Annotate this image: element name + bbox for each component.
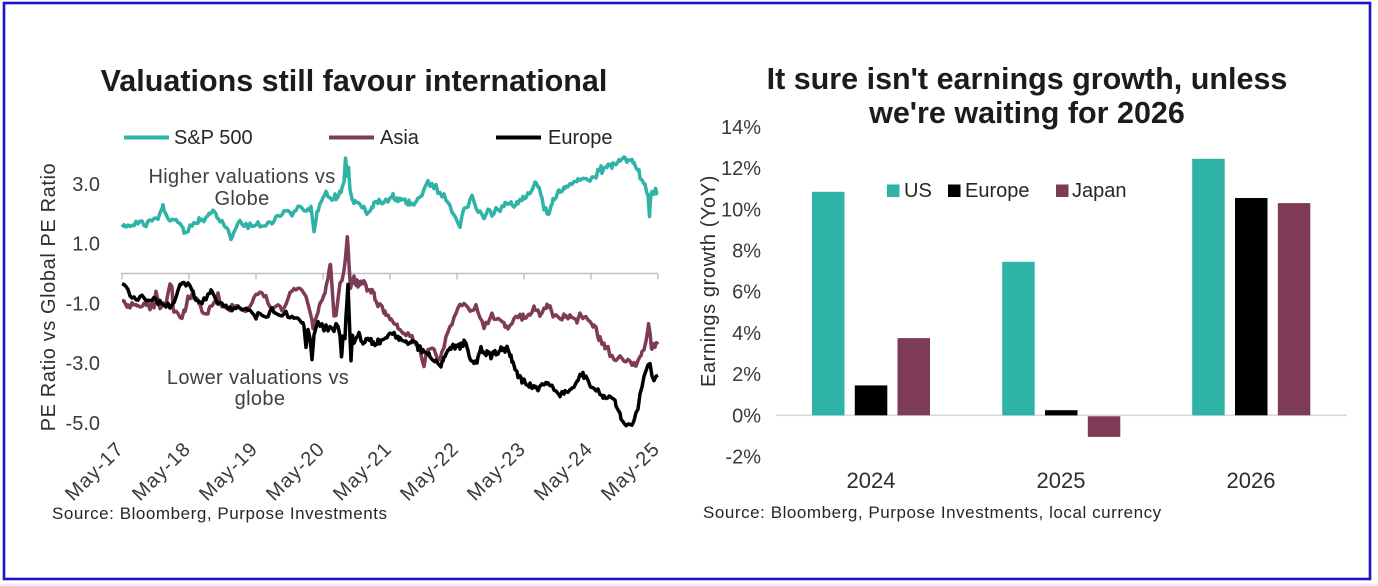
svg-text:2025: 2025 xyxy=(1037,468,1086,493)
svg-text:0%: 0% xyxy=(732,405,761,427)
svg-text:globe: globe xyxy=(235,388,286,410)
svg-text:2%: 2% xyxy=(732,364,761,386)
svg-text:4%: 4% xyxy=(732,323,761,345)
svg-text:US: US xyxy=(904,180,932,202)
svg-text:-5.0: -5.0 xyxy=(66,413,100,435)
svg-text:1.0: 1.0 xyxy=(72,234,100,256)
svg-text:-1.0: -1.0 xyxy=(66,293,100,315)
svg-text:Earnings growth (YoY): Earnings growth (YoY) xyxy=(698,175,720,387)
svg-text:Source: Bloomberg, Purpose Inv: Source: Bloomberg, Purpose Investments, … xyxy=(703,503,1162,522)
svg-text:2026: 2026 xyxy=(1227,468,1276,493)
svg-text:Valuations still favour intern: Valuations still favour international xyxy=(101,64,608,98)
svg-text:Source: Bloomberg, Purpose Inv: Source: Bloomberg, Purpose Investments xyxy=(52,504,388,523)
svg-text:6%: 6% xyxy=(732,282,761,304)
svg-text:14%: 14% xyxy=(721,117,761,139)
svg-text:2024: 2024 xyxy=(847,468,896,493)
svg-text:Europe: Europe xyxy=(965,180,1030,202)
svg-text:PE Ratio vs Global PE Ratio: PE Ratio vs Global PE Ratio xyxy=(38,163,60,432)
svg-text:Asia: Asia xyxy=(380,127,420,149)
svg-text:It sure isn't earnings growth,: It sure isn't earnings growth, unless xyxy=(767,62,1288,96)
svg-text:Europe: Europe xyxy=(548,127,613,149)
svg-text:10%: 10% xyxy=(721,199,761,221)
svg-text:3.0: 3.0 xyxy=(72,174,100,196)
svg-text:Globe: Globe xyxy=(214,188,269,210)
svg-text:we're waiting for 2026: we're waiting for 2026 xyxy=(868,96,1185,130)
svg-text:-2%: -2% xyxy=(725,447,761,469)
svg-text:Higher valuations vs: Higher valuations vs xyxy=(148,166,335,188)
svg-text:8%: 8% xyxy=(732,241,761,263)
svg-text:Japan: Japan xyxy=(1072,180,1127,202)
svg-text:S&P 500: S&P 500 xyxy=(174,127,253,149)
svg-text:Lower valuations vs: Lower valuations vs xyxy=(167,367,349,389)
svg-text:12%: 12% xyxy=(721,158,761,180)
svg-text:-3.0: -3.0 xyxy=(66,353,100,375)
